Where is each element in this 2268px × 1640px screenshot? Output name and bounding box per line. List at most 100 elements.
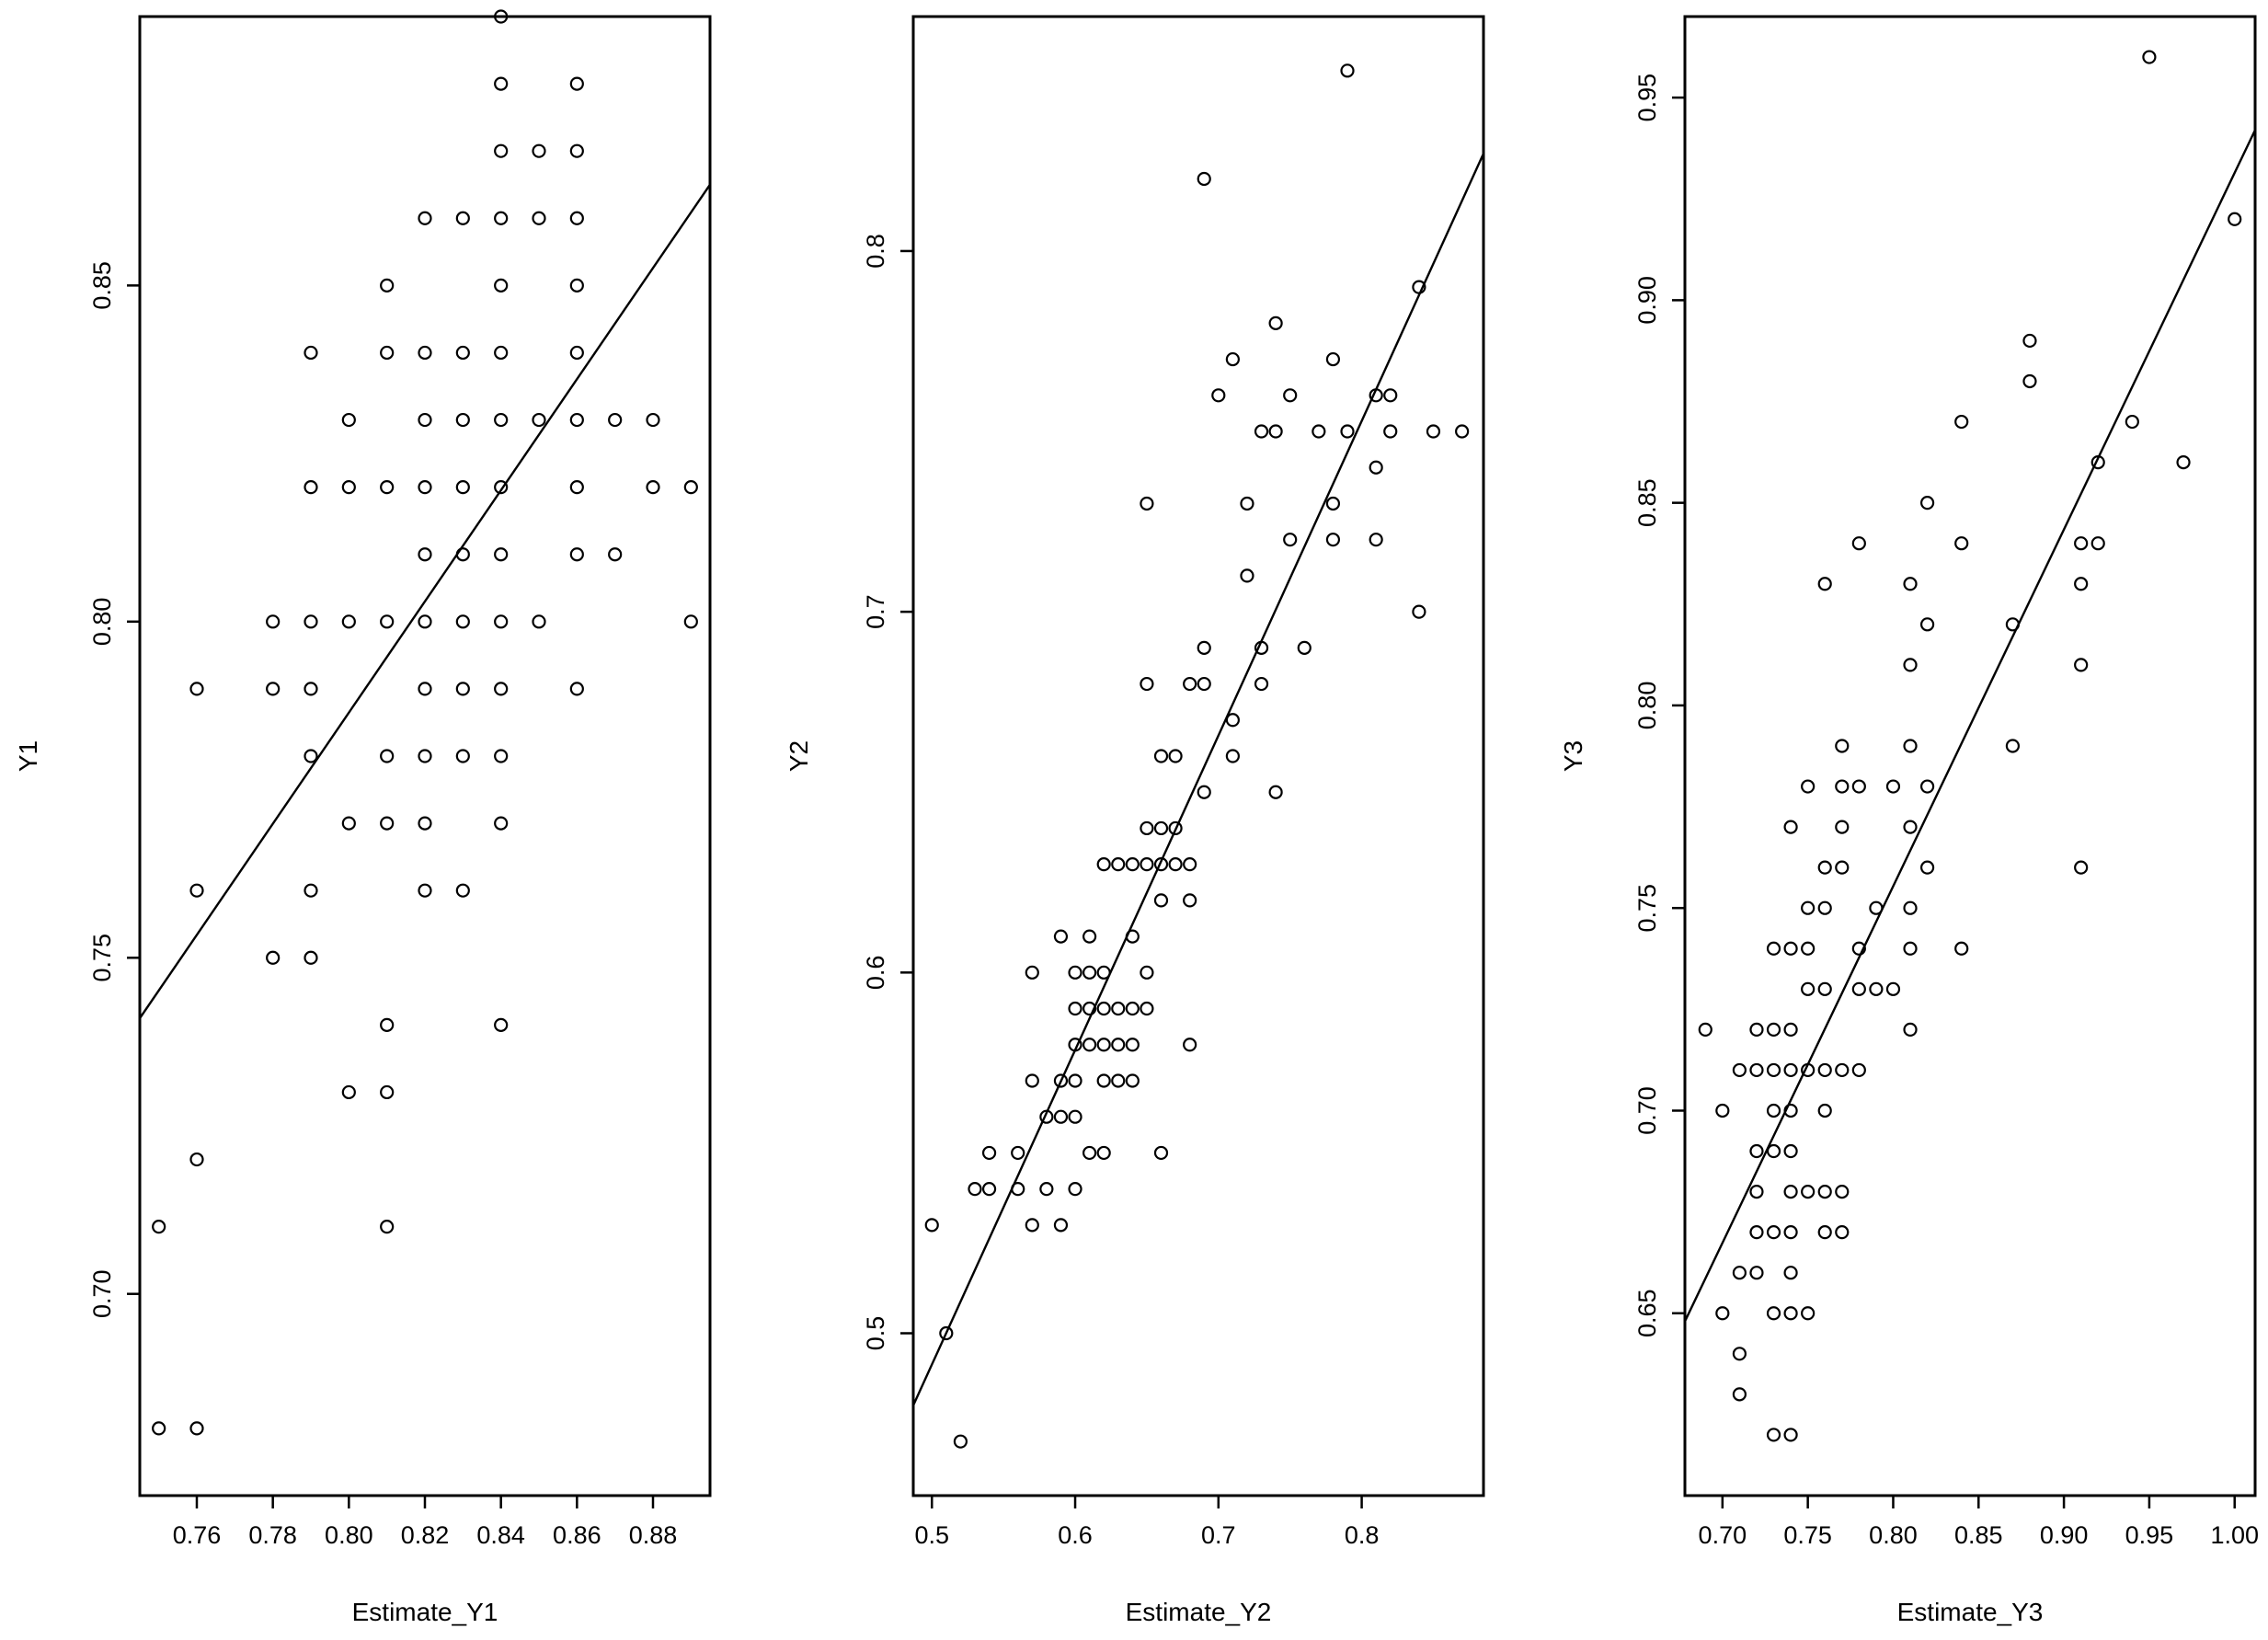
data-point <box>1783 1306 1798 1321</box>
data-point <box>1068 965 1082 980</box>
data-point <box>1698 1022 1712 1037</box>
data-point <box>1919 496 1935 510</box>
data-point <box>1869 981 1884 996</box>
regression-line <box>913 153 1483 1406</box>
data-point <box>1851 981 1866 996</box>
data-point <box>1268 315 1283 330</box>
data-point <box>1168 857 1183 872</box>
data-point <box>1140 965 1154 980</box>
data-point <box>1903 739 1918 753</box>
data-point <box>1096 857 1111 872</box>
data-point <box>1082 929 1097 944</box>
data-point <box>1082 1145 1097 1161</box>
x-tick-label: 0.78 <box>248 1521 297 1549</box>
data-point <box>1340 424 1355 439</box>
x-tick-label: 0.8 <box>1345 1521 1380 1549</box>
y-axis-label: Y3 <box>1559 740 1587 772</box>
data-point <box>1125 1001 1140 1016</box>
data-point <box>1835 860 1850 875</box>
data-point <box>569 76 584 91</box>
data-point <box>683 480 698 495</box>
data-point <box>532 412 546 428</box>
data-point <box>1766 941 1781 956</box>
data-point <box>569 345 584 361</box>
plot-frame <box>911 15 1485 1497</box>
data-point <box>189 682 204 696</box>
data-point <box>304 480 318 495</box>
data-point <box>1732 1266 1747 1280</box>
data-point <box>1851 1062 1866 1078</box>
data-point <box>968 1182 982 1197</box>
data-point <box>494 345 509 361</box>
data-point <box>1817 1103 1832 1118</box>
data-point <box>1140 676 1154 692</box>
data-point <box>1835 1184 1850 1199</box>
data-point <box>1325 351 1341 367</box>
data-point <box>418 883 432 898</box>
data-point <box>1197 171 1211 187</box>
y-tick-label: 0.75 <box>1633 884 1661 933</box>
x-tick-label: 0.84 <box>476 1521 525 1549</box>
data-point <box>304 950 318 965</box>
data-point <box>981 1145 997 1161</box>
data-point <box>569 480 584 495</box>
data-point <box>1240 496 1254 511</box>
data-point <box>1455 424 1470 439</box>
data-point <box>1766 1062 1781 1078</box>
data-point <box>380 1220 395 1234</box>
data-point <box>1111 1073 1126 1088</box>
data-point <box>1111 1001 1126 1016</box>
data-point <box>1732 1387 1747 1402</box>
data-point <box>1369 388 1383 403</box>
data-point <box>1053 929 1069 944</box>
data-point <box>455 547 470 562</box>
data-point <box>418 682 432 696</box>
data-point <box>2125 414 2139 430</box>
data-point <box>1369 460 1383 475</box>
data-point <box>1903 1022 1918 1037</box>
data-point <box>494 9 509 24</box>
data-point <box>1817 981 1832 996</box>
x-tick-label: 0.5 <box>914 1521 949 1549</box>
data-point <box>1225 351 1240 367</box>
data-point <box>1153 857 1169 872</box>
panel-estimate-y2: 0.5 0.6 0.7 0.8 0.5 0.6 0.7 0.8 Estimate_Y2 Y2 <box>785 15 1485 1626</box>
data-point <box>1715 1103 1730 1118</box>
data-point <box>1082 1038 1097 1052</box>
data-point <box>1732 1347 1747 1361</box>
data-point <box>455 211 470 225</box>
data-point <box>1801 1184 1816 1199</box>
y-axis-label: Y2 <box>785 740 813 772</box>
data-point <box>494 816 509 831</box>
data-point <box>1096 965 1111 980</box>
data-point <box>1835 779 1850 794</box>
data-point <box>1168 820 1183 836</box>
data-point <box>2074 860 2089 875</box>
plot-frame <box>138 15 712 1497</box>
data-point <box>1766 1022 1781 1037</box>
x-tick-label: 0.76 <box>173 1521 222 1549</box>
data-point <box>1835 1062 1850 1078</box>
data-point <box>1068 1001 1082 1016</box>
data-point <box>266 682 281 696</box>
data-point <box>1183 676 1197 692</box>
data-point <box>1111 857 1126 872</box>
data-point <box>341 816 356 831</box>
data-point <box>1783 1062 1798 1078</box>
data-point <box>1125 1038 1140 1052</box>
data-point <box>1749 1184 1764 1199</box>
data-point <box>981 1182 997 1197</box>
data-point <box>1140 857 1154 872</box>
data-point <box>494 682 509 696</box>
y-tick-label: 0.70 <box>88 1269 116 1318</box>
data-point <box>380 278 395 292</box>
data-point <box>1412 280 1426 294</box>
data-point <box>494 211 509 225</box>
y-tick-label: 0.80 <box>88 598 116 647</box>
data-point <box>1254 640 1269 655</box>
data-point <box>2090 536 2105 551</box>
y-axis-label: Y1 <box>14 740 42 772</box>
data-point <box>1053 1218 1069 1233</box>
data-point <box>1153 893 1169 908</box>
x-tick-label: 0.80 <box>325 1521 373 1549</box>
